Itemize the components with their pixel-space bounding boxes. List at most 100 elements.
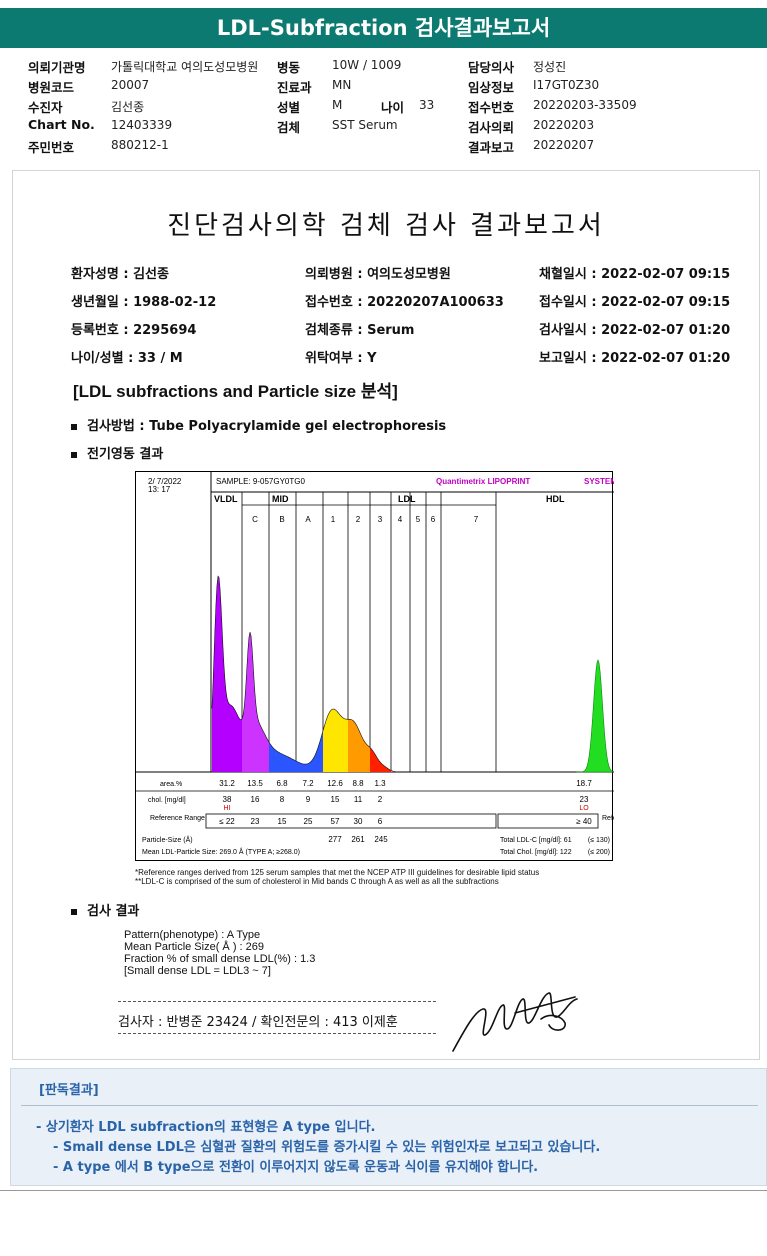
header-label: 진료과: [277, 80, 312, 95]
method-line: 검사방법 : Tube Polyacrylamide gel electroph…: [71, 415, 446, 434]
patient-field: 접수번호 : 20220207A100633: [305, 295, 504, 310]
patient-field: 등록번호 : 2295694: [71, 323, 197, 338]
header-value: 12403339: [111, 118, 173, 132]
result-fraction: Fraction % of small dense LDL(%) : 1.3: [124, 953, 316, 965]
band-label-7: 7: [474, 515, 479, 524]
header-label: 결과보고: [468, 140, 515, 155]
area-value: 31.2: [219, 779, 235, 788]
examiner-line: 검사자 : 반병준 23424 / 확인전문의 : 413 이제훈: [118, 1015, 398, 1030]
judgement-title: [판독결과]: [39, 1083, 99, 1098]
header-label: 접수번호: [468, 100, 515, 115]
total-ldl: Total LDL-C [mg/dl]: 61: [500, 837, 572, 844]
peak-fill-2: [269, 742, 296, 772]
ref-hdl: ≥ 40: [576, 817, 592, 826]
patient-field: 검사일시 : 2022-02-07 01:20: [539, 323, 731, 338]
patient-field: 위탁여부 : Y: [305, 351, 377, 366]
header-label: 병원코드: [28, 80, 75, 95]
age-value: 33: [419, 98, 435, 112]
report-panel: 진단검사의학 검체 검사 결과보고서 환자성명 : 김선종 의뢰병원 : 여의도성…: [12, 170, 760, 1060]
total-chol-ref: (≤ 200): [588, 849, 610, 856]
header-value: 10W / 1009: [332, 58, 402, 72]
total-ldl-ref: (≤ 130): [588, 837, 610, 844]
patient-field: 검체종류 : Serum: [305, 323, 415, 338]
ref-value: 23: [251, 817, 260, 826]
band-label-2: 2: [356, 515, 361, 524]
ref-label: Reference Range: [150, 815, 205, 822]
area-value: 8.8: [352, 779, 364, 788]
area-value: 12.6: [327, 779, 343, 788]
band-label-3: 3: [378, 515, 383, 524]
result-title-text: 검사 결과: [87, 904, 140, 919]
peak-outline: [211, 575, 398, 773]
header-value: 20220203: [533, 118, 595, 132]
ref-value: 57: [331, 817, 340, 826]
judgement-panel: [판독결과] - 상기환자 LDL subfraction의 표현형은 A ty…: [10, 1068, 767, 1186]
band-label-6: 6: [431, 515, 436, 524]
ref-value: 30: [354, 817, 363, 826]
header-label: 담당의사: [468, 60, 515, 75]
band-label-5: 5: [416, 515, 421, 524]
group-hdl: HDL: [546, 494, 565, 504]
area-value: 6.8: [276, 779, 288, 788]
header-value: 가톨릭대학교 여의도성모병원: [111, 60, 259, 74]
header-label: 의뢰기관명: [28, 60, 86, 75]
psize-value: 277: [328, 835, 342, 844]
peak-fill-5: [348, 719, 370, 772]
result-definition: [Small dense LDL = LDL3 ~ 7]: [124, 965, 271, 977]
divider-bottom: [118, 1033, 436, 1034]
header-label: 병동: [277, 60, 301, 75]
header-value: 20220203-33509: [533, 98, 637, 112]
patient-field: 보고일시 : 2022-02-07 01:20: [539, 351, 731, 366]
header-value: MN: [332, 78, 352, 92]
chol-value: 8: [280, 795, 285, 804]
method-text: 검사방법 : Tube Polyacrylamide gel electroph…: [87, 419, 447, 434]
ref-value: 6: [378, 817, 383, 826]
chart-time: 13: 17: [148, 485, 171, 494]
result-size: Mean Particle Size( Å ) : 269: [124, 941, 265, 953]
chart-brand: Quantimetrix LIPOPRINT: [436, 477, 530, 486]
peak-fill-4: [323, 709, 348, 772]
note-1: *Reference ranges derived from 125 serum…: [135, 868, 540, 877]
header-value: 20220207: [533, 138, 595, 152]
header-label: 검체: [277, 120, 301, 135]
patient-field: 접수일시 : 2022-02-07 09:15: [539, 295, 731, 310]
patient-field: 의뢰병원 : 여의도성모병원: [305, 267, 451, 282]
judgement-line-1: - 상기환자 LDL subfraction의 표현형은 A type 입니다.: [36, 1120, 376, 1135]
bottom-rule: [0, 1190, 767, 1191]
judgement-line-3: - A type 에서 B type으로 전환이 이루어지지 않도록 운동과 식…: [53, 1160, 539, 1175]
area-value: 13.5: [247, 779, 263, 788]
result-pattern: Pattern(phenotype) : A Type: [124, 929, 261, 941]
peak-fill-3: [296, 730, 323, 772]
patient-field: 나이/성별 : 33 / M: [71, 351, 183, 366]
chol-value: 16: [251, 795, 260, 804]
mean-size: Mean LDL-Particle Size: 269.0 Å (TYPE A;…: [142, 847, 300, 856]
peak-fill-7: [391, 770, 398, 772]
psize-label: Particle-Size (Å): [142, 835, 193, 844]
page-title: LDL-Subfraction 검사결과보고서: [0, 8, 767, 48]
request-info: 의뢰기관명 가톨릭대학교 여의도성모병원 병동 10W / 1009 담당의사 정성진 병원…: [0, 55, 767, 157]
area-label: area.%: [160, 781, 182, 788]
header-value: SST Serum: [332, 118, 398, 132]
header-label: 수진자: [28, 100, 63, 115]
chart-date: 2/ 7/2022: [148, 477, 182, 486]
header-label: 주민번호: [28, 140, 75, 155]
patient-field: 환자성명 : 김선종: [71, 267, 169, 282]
electro-title: 전기영동 결과: [71, 443, 163, 462]
peak-fill-6: [370, 747, 391, 772]
chol-value: 11: [354, 795, 363, 804]
header-value: 20007: [111, 78, 150, 92]
chol-value: 15: [331, 795, 340, 804]
patient-field: 생년월일 : 1988-02-12: [71, 295, 217, 310]
electro-title-text: 전기영동 결과: [87, 447, 164, 462]
flag-hi: HI: [224, 805, 231, 812]
group-vldl: VLDL: [214, 494, 238, 504]
judgement-line-2: - Small dense LDL은 심혈관 질환의 위험도를 증가시킬 수 있…: [53, 1140, 601, 1155]
handwritten-signature: [452, 992, 578, 1052]
header-label: Chart No.: [28, 117, 95, 132]
chol-label: chol. [mg/dl]: [148, 797, 186, 804]
result-title: 검사 결과: [71, 900, 139, 919]
chol-hdl: 23: [580, 795, 589, 804]
band-label-A: A: [305, 515, 311, 524]
psize-value: 261: [351, 835, 365, 844]
